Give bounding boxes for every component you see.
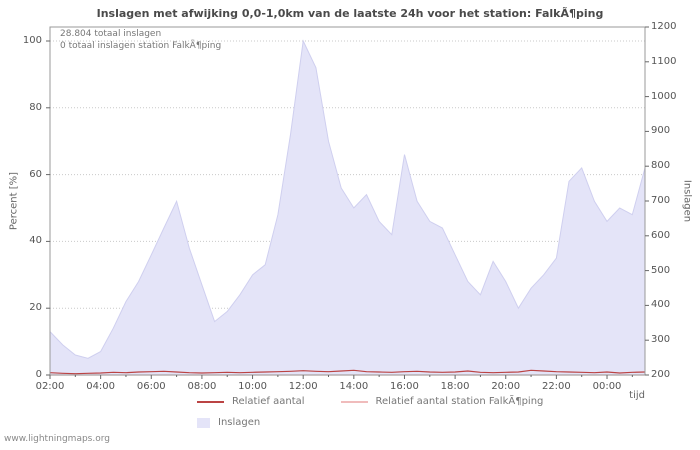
legend-row: Relatief aantal Relatief aantal station F…	[197, 391, 543, 412]
x-axis-label: tijd	[629, 390, 645, 401]
station-total-annotation: 0 totaal inslagen station FalkÃ¶ping	[60, 41, 222, 51]
legend-label: Relatief aantal	[232, 396, 305, 407]
legend-line-sample	[197, 400, 224, 403]
area-series-inslagen	[49, 39, 646, 376]
total-strikes-annotation: 28.804 totaal inslagen	[60, 29, 162, 39]
watermark: www.lightningmaps.org	[4, 434, 110, 444]
legend-line-sample	[340, 400, 368, 403]
legend-row: Inslagen	[197, 412, 543, 433]
legend: Relatief aantal Relatief aantal station F…	[197, 391, 543, 433]
legend-item: Relatief aantal station FalkÃ¶ping	[340, 396, 544, 407]
legend-area-swatch	[197, 417, 210, 428]
legend-label: Inslagen	[218, 417, 261, 428]
legend-label: Relatief aantal station FalkÃ¶ping	[375, 396, 544, 407]
line-series-relatief-aantal	[49, 369, 646, 375]
chart-title: Inslagen met afwijking 0,0-1,0km van de …	[96, 7, 604, 20]
legend-item: Relatief aantal	[197, 396, 305, 407]
legend-item: Inslagen	[197, 417, 260, 428]
